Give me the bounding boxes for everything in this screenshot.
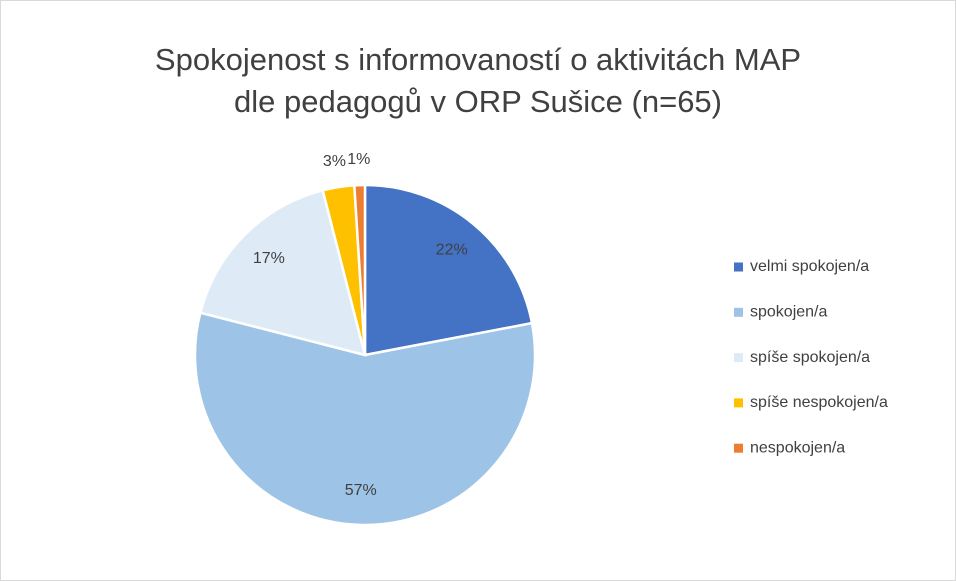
legend-label: spokojen/a [750,304,827,321]
pie-slice [198,188,367,357]
legend-label: spíše nespokojen/a [750,394,888,411]
legend-label: spíše spokojen/a [750,349,870,366]
pie-slice [363,183,534,357]
data-label: 57% [345,482,377,499]
legend-label: velmi spokojen/a [750,258,869,275]
data-label: 22% [436,241,468,258]
legend-swatch [734,307,743,317]
legend-swatch [734,443,743,453]
data-label: 1% [347,151,370,168]
legend-swatch [734,262,743,272]
data-label: 3% [323,153,346,170]
legend-swatch [734,398,743,408]
pie-slice [193,311,537,527]
chart-title: Spokojenost s informovaností o aktivitác… [155,42,801,77]
chart-title: dle pedagogů v ORP Sušice (n=65) [234,84,722,119]
pie-slice [352,183,367,356]
legend-label: nespokojen/a [750,439,845,456]
legend-swatch [734,353,743,363]
data-label: 17% [253,250,285,267]
